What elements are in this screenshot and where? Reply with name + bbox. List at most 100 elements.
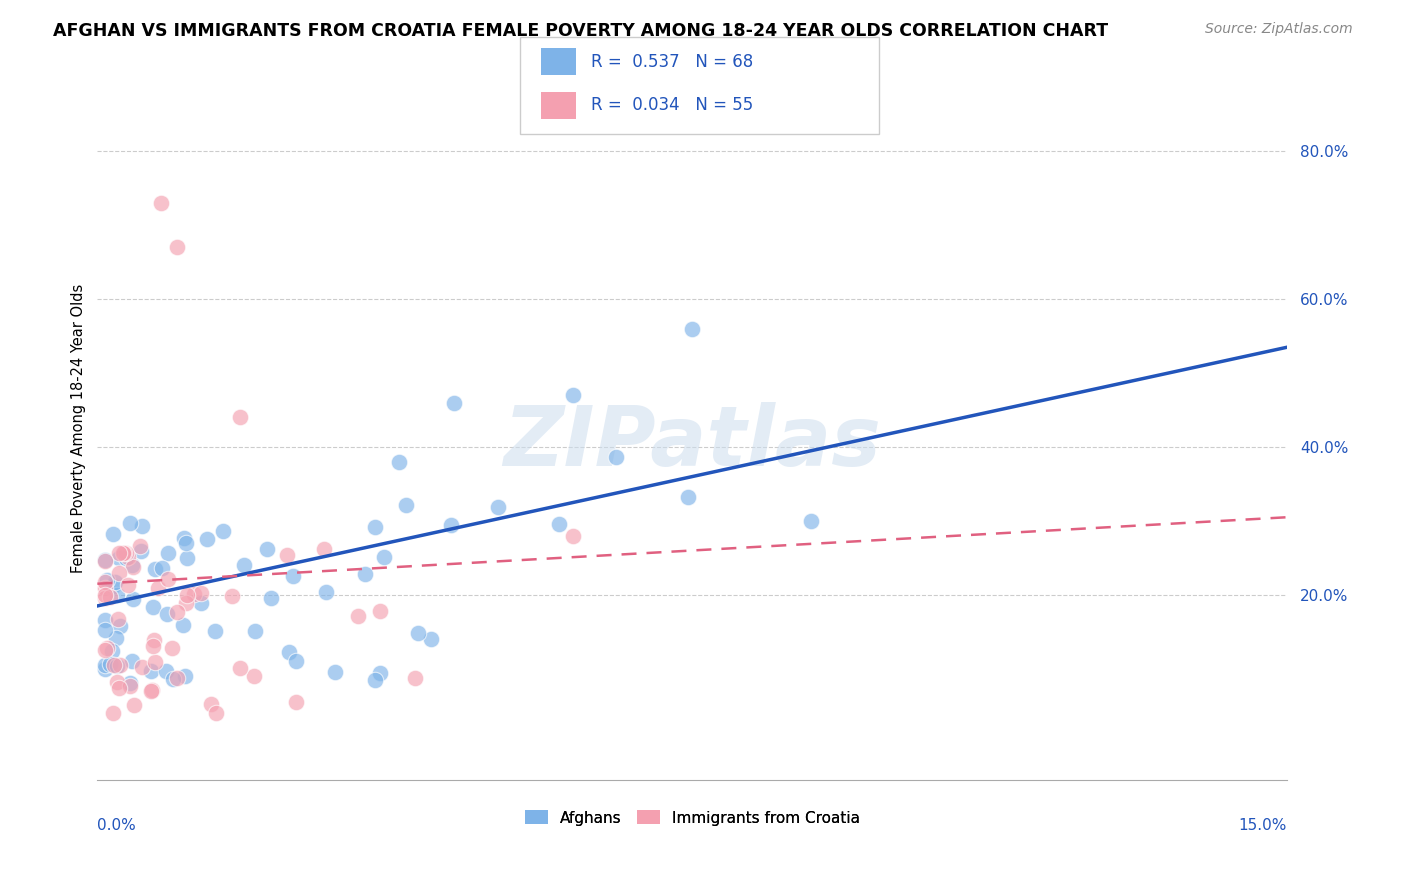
Point xyxy=(108,618,131,632)
Point xyxy=(110,657,132,672)
Point xyxy=(205,706,228,720)
Point xyxy=(148,581,170,595)
Point xyxy=(176,551,198,566)
Point xyxy=(94,643,117,657)
Point xyxy=(149,196,172,211)
Point xyxy=(440,518,463,533)
Point xyxy=(108,681,131,696)
Point xyxy=(370,604,392,618)
Point xyxy=(117,549,139,564)
Text: 15.0%: 15.0% xyxy=(1239,818,1286,833)
Text: ZIPatlas: ZIPatlas xyxy=(503,402,882,483)
Point xyxy=(388,455,411,469)
Point xyxy=(284,695,307,709)
Point xyxy=(547,517,569,532)
Point xyxy=(122,591,145,606)
Point xyxy=(204,624,226,638)
Point xyxy=(354,566,377,581)
Point xyxy=(160,641,183,656)
Point xyxy=(118,680,141,694)
Point xyxy=(173,531,195,545)
Legend: Afghans, Immigrants from Croatia: Afghans, Immigrants from Croatia xyxy=(519,805,866,831)
Point xyxy=(115,551,138,566)
Point xyxy=(108,566,131,581)
Point xyxy=(145,655,167,669)
Point xyxy=(112,546,135,560)
Point xyxy=(139,684,162,698)
Point xyxy=(157,546,180,560)
Point xyxy=(131,519,153,533)
Point xyxy=(156,607,179,621)
Point xyxy=(276,548,298,562)
Point xyxy=(114,546,136,560)
Point xyxy=(162,673,184,687)
Point xyxy=(103,526,125,541)
Point xyxy=(129,540,152,554)
Point xyxy=(100,644,122,658)
Point xyxy=(141,665,163,679)
Y-axis label: Female Poverty Among 18-24 Year Olds: Female Poverty Among 18-24 Year Olds xyxy=(72,284,86,574)
Point xyxy=(121,558,143,572)
Point xyxy=(221,589,243,603)
Point xyxy=(195,533,218,547)
Point xyxy=(173,669,195,683)
Point xyxy=(243,624,266,638)
Text: R =  0.034   N = 55: R = 0.034 N = 55 xyxy=(591,96,752,114)
Point xyxy=(256,541,278,556)
Point xyxy=(141,682,163,697)
Point xyxy=(562,388,585,402)
Point xyxy=(120,516,142,530)
Point xyxy=(370,666,392,681)
Point xyxy=(676,490,699,504)
Point xyxy=(260,591,283,605)
Point xyxy=(364,673,387,687)
Point xyxy=(103,658,125,673)
Point xyxy=(363,519,385,533)
Point xyxy=(152,560,174,574)
Point xyxy=(242,669,264,683)
Point xyxy=(443,395,465,409)
Text: 0.0%: 0.0% xyxy=(97,818,136,833)
Point xyxy=(94,613,117,627)
Point xyxy=(190,586,212,600)
Point xyxy=(122,559,145,574)
Point xyxy=(800,514,823,528)
Point xyxy=(94,553,117,567)
Point xyxy=(94,657,117,672)
Point xyxy=(323,665,346,680)
Point xyxy=(183,586,205,600)
Point xyxy=(562,529,585,543)
Point xyxy=(94,575,117,590)
Point xyxy=(96,573,118,587)
Point xyxy=(94,591,117,605)
Point xyxy=(176,588,198,602)
Point xyxy=(166,240,188,254)
Point xyxy=(103,579,125,593)
Point xyxy=(120,675,142,690)
Point xyxy=(284,654,307,668)
Point xyxy=(419,632,441,647)
Point xyxy=(143,632,166,647)
Point xyxy=(211,524,233,538)
Point xyxy=(174,596,197,610)
Point xyxy=(131,660,153,674)
Point xyxy=(107,551,129,566)
Point xyxy=(157,572,180,586)
Point xyxy=(103,706,125,720)
Point xyxy=(172,618,194,632)
Point xyxy=(486,500,509,514)
Point xyxy=(94,554,117,568)
Text: AFGHAN VS IMMIGRANTS FROM CROATIA FEMALE POVERTY AMONG 18-24 YEAR OLDS CORRELATI: AFGHAN VS IMMIGRANTS FROM CROATIA FEMALE… xyxy=(53,22,1108,40)
Point xyxy=(96,640,118,655)
Point xyxy=(108,546,131,560)
Point xyxy=(122,698,145,712)
Point xyxy=(105,588,128,602)
Point xyxy=(143,561,166,575)
Point xyxy=(190,596,212,610)
Point xyxy=(105,659,128,673)
Point xyxy=(277,645,299,659)
Point xyxy=(346,608,368,623)
Point xyxy=(98,590,121,604)
Point xyxy=(98,657,121,671)
Point xyxy=(142,640,165,654)
